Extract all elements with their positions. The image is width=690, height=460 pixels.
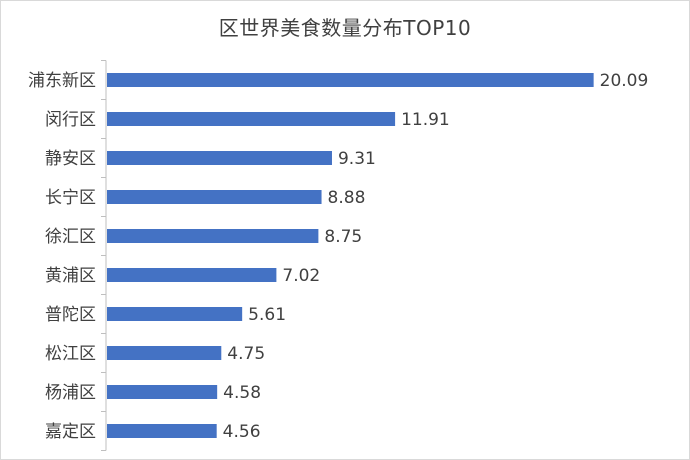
value-label: 4.58 (223, 383, 261, 403)
bar (107, 268, 277, 282)
bar (107, 385, 218, 399)
value-label: 11.91 (401, 110, 450, 130)
bar (107, 424, 217, 438)
bar (107, 346, 222, 360)
value-label: 9.31 (338, 149, 376, 169)
category-label: 嘉定区 (45, 422, 96, 442)
bar (107, 229, 319, 243)
bar (107, 112, 396, 126)
value-label: 8.88 (328, 188, 366, 208)
value-label: 4.75 (227, 344, 265, 364)
category-label: 静安区 (45, 149, 96, 169)
category-label: 徐汇区 (45, 227, 96, 247)
category-label: 闵行区 (45, 110, 96, 130)
bar (107, 190, 322, 204)
bar (107, 307, 243, 321)
category-label: 普陀区 (45, 305, 96, 325)
value-label: 4.56 (223, 422, 261, 442)
category-label: 松江区 (45, 344, 96, 364)
bar (107, 151, 332, 165)
category-label: 长宁区 (45, 188, 96, 208)
value-label: 8.75 (324, 227, 362, 247)
value-label: 5.61 (248, 305, 286, 325)
category-label: 杨浦区 (45, 383, 96, 403)
value-label: 20.09 (600, 71, 649, 91)
chart-title: 区世界美食数量分布TOP10 (218, 16, 472, 40)
value-label: 7.02 (282, 266, 320, 286)
category-label: 黄浦区 (45, 266, 96, 286)
category-label: 浦东新区 (28, 71, 96, 91)
bar (107, 73, 594, 87)
